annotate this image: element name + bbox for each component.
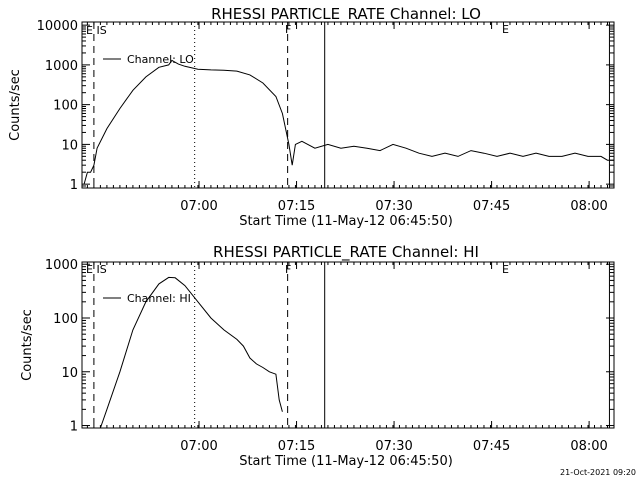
lo-x-tick-label: 07:45 <box>473 199 510 214</box>
lo-chart-title: RHESSI PARTICLE_RATE Channel: LO <box>211 5 481 24</box>
lo-x-tick: 08:00 <box>570 22 608 214</box>
lo-event-markers <box>93 22 610 188</box>
hi-plot-frame <box>81 261 615 429</box>
lo-marker-label-f: F <box>285 23 291 36</box>
lo-y-tick: 10 <box>61 138 614 153</box>
lo-plot-frame <box>81 21 615 189</box>
hi-legend: Channel: HI <box>103 292 191 305</box>
hi-x-axis-label: Start Time (11-May-12 06:45:50) <box>239 454 453 469</box>
hi-x-tick-label: 07:00 <box>180 439 217 454</box>
lo-x-tick-label: 07:30 <box>375 199 412 214</box>
lo-y-tick: 100 <box>53 99 614 114</box>
hi-series-line <box>99 276 283 429</box>
lo-y-tick: 1 <box>70 178 614 193</box>
lo-x-axis-label: Start Time (11-May-12 06:45:50) <box>239 214 453 229</box>
lo-y-tick: 1000 <box>45 59 614 74</box>
lo-series-line <box>83 59 614 185</box>
hi-x-tick-label: 07:45 <box>473 439 510 454</box>
lo-x-tick: 07:00 <box>180 22 218 214</box>
hi-marker-label-start: E IS <box>86 263 107 276</box>
lo-marker-label-e: E <box>502 23 509 36</box>
hi-y-tick-label: 100 <box>53 312 78 327</box>
hi-x-tick: 07:30 <box>375 262 413 454</box>
lo-y-tick-label: 1000 <box>45 59 78 74</box>
hi-y-axis: 1 10 100 1000 <box>45 258 614 435</box>
lo-x-tick: 07:15 <box>278 22 315 214</box>
footer-timestamp: 21-Oct-2021 09:20 <box>560 468 636 477</box>
hi-legend-label: Channel: HI <box>127 292 191 305</box>
hi-channel-panel: RHESSI PARTICLE_RATE Channel: HI 1101001… <box>20 243 615 469</box>
hi-x-tick: 07:00 <box>180 262 218 454</box>
lo-y-axis-label: Counts/sec <box>8 69 23 141</box>
hi-y-tick: 1000 <box>45 258 614 273</box>
lo-channel-panel: RHESSI PARTICLE_RATE Channel: LO 1101001… <box>8 5 615 229</box>
hi-event-markers <box>93 262 610 428</box>
lo-y-tick-label: 1 <box>70 178 78 193</box>
lo-y-tick: 10000 <box>37 19 614 34</box>
hi-x-tick: 07:45 <box>473 262 510 454</box>
hi-marker-label-f: F <box>285 263 291 276</box>
lo-x-tick-label: 08:00 <box>570 199 607 214</box>
lo-y-axis: 1 10 100 1000 10000 <box>37 19 614 193</box>
lo-x-tick-label: 07:00 <box>180 199 217 214</box>
hi-y-tick: 1 <box>70 420 614 435</box>
lo-y-tick-label: 100 <box>53 99 78 114</box>
hi-y-tick-label: 10 <box>61 366 78 381</box>
hi-y-tick: 100 <box>53 312 614 327</box>
hi-chart-title: RHESSI PARTICLE_RATE Channel: HI <box>213 243 479 262</box>
lo-y-tick-label: 10 <box>61 138 78 153</box>
lo-y-tick-label: 10000 <box>37 19 78 34</box>
hi-x-tick: 08:00 <box>570 262 608 454</box>
hi-y-tick-label: 1 <box>70 420 78 435</box>
lo-x-tick: 07:30 <box>375 22 413 214</box>
hi-y-axis-label: Counts/sec <box>20 309 35 381</box>
hi-x-tick-label: 08:00 <box>570 439 607 454</box>
lo-x-tick-label: 07:15 <box>278 199 315 214</box>
hi-y-tick-label: 1000 <box>45 258 78 273</box>
lo-legend-label: Channel: LO <box>127 53 194 66</box>
hi-x-tick-label: 07:30 <box>375 439 412 454</box>
hi-x-tick-label: 07:15 <box>278 439 315 454</box>
hi-marker-label-e: E <box>502 263 509 276</box>
lo-x-tick: 07:45 <box>473 22 510 214</box>
hi-x-tick: 07:15 <box>278 262 315 454</box>
hi-y-tick: 10 <box>61 366 614 381</box>
lo-legend: Channel: LO <box>103 53 194 66</box>
lo-marker-label-start: E IS <box>86 24 107 37</box>
